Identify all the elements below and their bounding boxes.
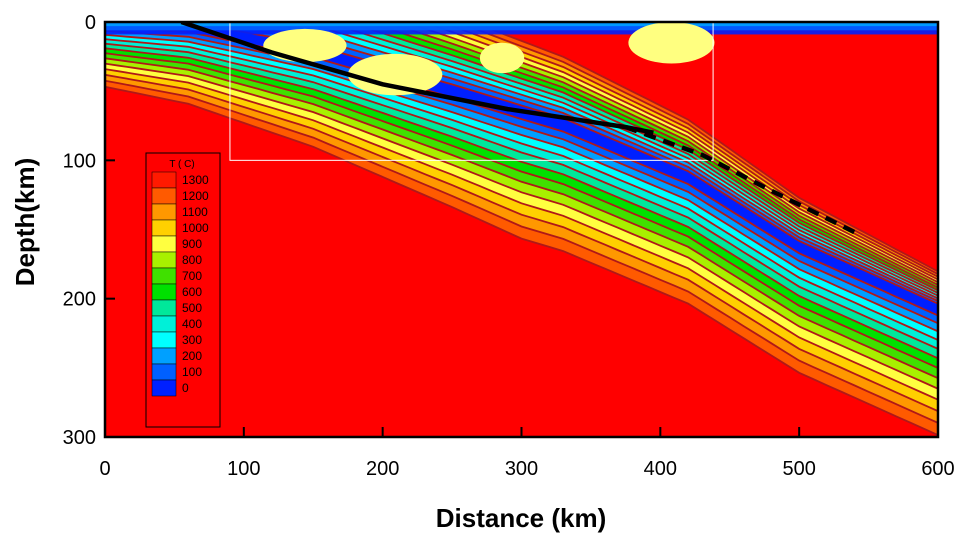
legend-swatch xyxy=(151,203,177,221)
x-tick-label: 200 xyxy=(366,458,399,480)
melt-body xyxy=(628,22,715,64)
temperature-band xyxy=(105,22,938,400)
y-axis: 0 100 200 300 xyxy=(63,12,115,449)
legend-swatch xyxy=(151,267,177,285)
legend-title: T ( C) xyxy=(169,159,194,170)
y-tick-label: 300 xyxy=(63,427,96,449)
legend-swatch xyxy=(151,187,177,205)
legend-swatch xyxy=(151,171,177,189)
isotherm xyxy=(105,22,938,424)
legend-swatch xyxy=(151,315,177,333)
legend-label: 0 xyxy=(182,381,189,395)
isotherm xyxy=(105,22,938,341)
legend-label: 1100 xyxy=(182,205,208,219)
legend-label: 300 xyxy=(182,333,202,347)
x-tick-label: 600 xyxy=(921,458,954,480)
isotherm xyxy=(105,22,938,350)
legend-frame xyxy=(145,152,221,428)
isotherm xyxy=(105,22,938,360)
legend-swatch xyxy=(151,363,177,381)
isotherm xyxy=(105,22,938,437)
slab-surface xyxy=(180,22,856,235)
slab-surface-dashed-line xyxy=(624,124,856,235)
x-tick-label: 400 xyxy=(644,458,677,480)
y-tick-label: 0 xyxy=(85,12,96,34)
isotherm xyxy=(105,22,938,390)
isotherm xyxy=(105,22,938,413)
legend-label: 1300 xyxy=(182,173,209,187)
legend-label: 700 xyxy=(182,269,202,283)
y-tick-label: 200 xyxy=(63,289,96,311)
legend-label: 900 xyxy=(182,237,202,251)
legend-label: 500 xyxy=(182,301,202,315)
x-tick-label: 300 xyxy=(505,458,538,480)
melt-body xyxy=(479,42,525,74)
temperature-field xyxy=(105,22,938,437)
legend-label: 1000 xyxy=(182,221,209,235)
color-legend: T ( C)1300120011001000900800700600500400… xyxy=(145,152,221,428)
legend-label: 1200 xyxy=(182,189,209,203)
legend-swatch xyxy=(151,347,177,365)
legend-label: 600 xyxy=(182,285,202,299)
legend-swatch xyxy=(151,299,177,317)
legend-label: 100 xyxy=(182,365,202,379)
x-tick-label: 100 xyxy=(227,458,260,480)
melt-regions xyxy=(263,22,715,96)
legend-label: 800 xyxy=(182,253,202,267)
legend-swatch xyxy=(151,283,177,301)
legend-label: 400 xyxy=(182,317,202,331)
subregion-box xyxy=(229,22,714,161)
x-axis: 0 100 200 300 400 500 600 xyxy=(99,427,955,480)
temperature-band xyxy=(105,22,938,349)
melt-body xyxy=(347,53,443,96)
legend-swatch xyxy=(151,219,177,237)
y-tick-label: 100 xyxy=(63,150,96,172)
y-axis-label: Depth(km) xyxy=(10,158,40,287)
isotherm xyxy=(105,22,938,401)
subregion-outline xyxy=(229,22,714,161)
legend-swatch xyxy=(151,379,177,397)
x-tick-label: 0 xyxy=(99,458,110,480)
x-axis-label: Distance (km) xyxy=(436,503,607,533)
x-tick-label: 500 xyxy=(782,458,815,480)
legend-label: 200 xyxy=(182,349,202,363)
surface-layer xyxy=(105,22,938,27)
legend-swatch xyxy=(151,331,177,349)
legend-swatch xyxy=(151,235,177,253)
legend-swatch xyxy=(151,251,177,269)
melt-body xyxy=(263,28,347,63)
